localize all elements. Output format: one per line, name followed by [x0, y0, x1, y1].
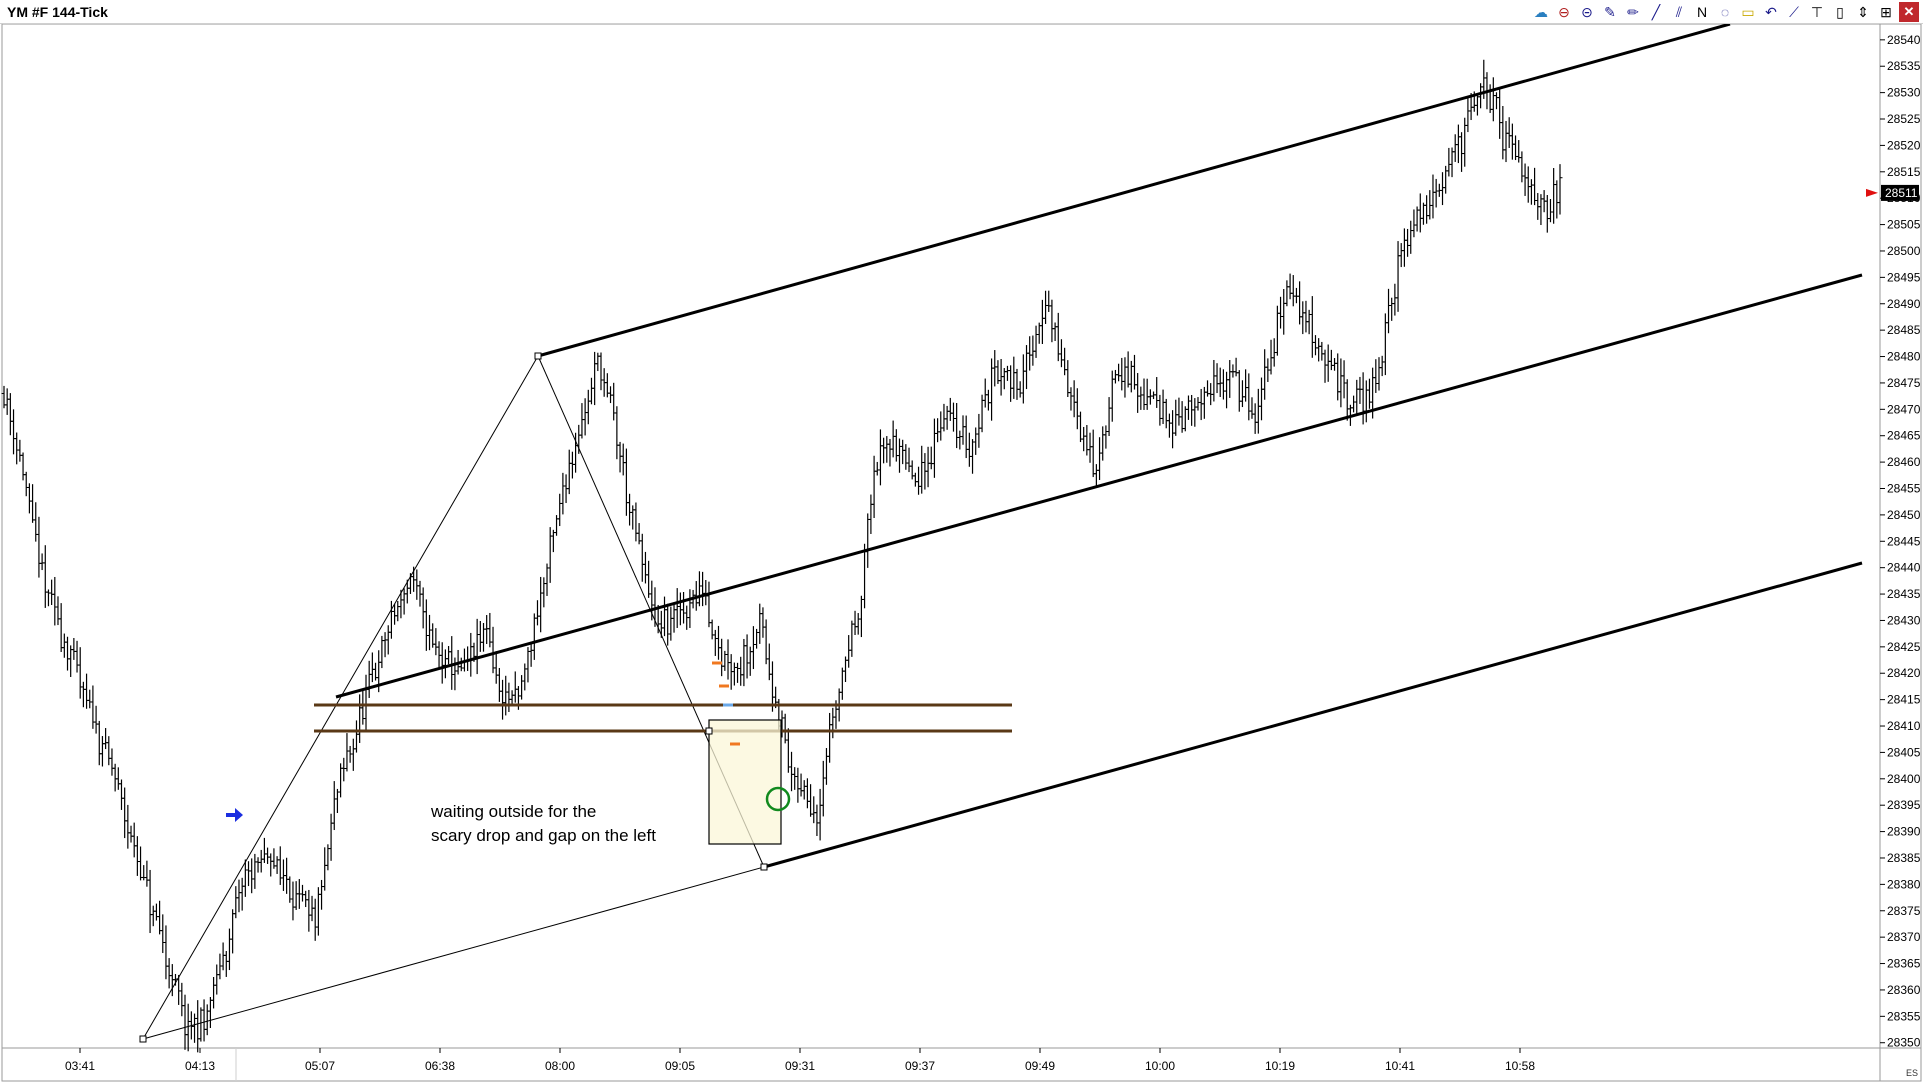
zigzag-base-line[interactable] [142, 866, 765, 1040]
time-tick-label: 06:38 [425, 1059, 455, 1073]
price-chart[interactable]: 28350 28355 28360 28365 28370 28375 28380 28385… [0, 24, 1923, 1083]
indicators-icon[interactable]: ⊖ [1558, 4, 1570, 20]
price-tick-label: 28520 [1887, 138, 1921, 152]
time-tick-label: 05:07 [305, 1059, 335, 1073]
price-axis-labels: 28350 28355 28360 28365 28370 28375 28380 28385… [1866, 33, 1921, 1050]
time-tick-label: 10:58 [1505, 1059, 1535, 1073]
price-tick-label: 28415 [1887, 693, 1921, 707]
arc-tool-icon[interactable]: ↶ [1765, 4, 1777, 20]
price-tick-label: 28435 [1887, 587, 1921, 601]
ohlc-bars [1, 59, 1563, 1053]
chart-title: YM #F 144-Tick [7, 4, 108, 20]
annotation-line-1: waiting outside for the [430, 802, 596, 821]
chart-toolbar: ☁ ⊖ ⊝ ✎ ✏ ╱ ⫽ N ◌ ▭ ↶ ⟋ ⊤ ▯ ⇕ ⊞ ✕ [1531, 2, 1919, 22]
channel-tool-icon[interactable]: ⫽ [1675, 4, 1683, 20]
anchor-point[interactable] [139, 1035, 147, 1043]
price-tick-label: 28485 [1887, 323, 1921, 337]
price-tick-label: 28420 [1887, 666, 1921, 680]
time-tick-label: 10:41 [1385, 1059, 1415, 1073]
time-tick-label: 09:49 [1025, 1059, 1055, 1073]
price-tick-label: 28490 [1887, 297, 1921, 311]
price-tick-label: 28540 [1887, 33, 1921, 47]
strategy-icon[interactable]: ⊝ [1581, 4, 1593, 20]
price-tick-label: 28530 [1887, 86, 1921, 100]
pan-icon[interactable]: ⇕ [1857, 4, 1869, 20]
plot-area[interactable] [1, 24, 1881, 1049]
data-series-icon[interactable]: ☁ [1534, 4, 1548, 20]
last-price-label: 28511 [1885, 186, 1918, 200]
annotation-line-2: scary drop and gap on the left [431, 826, 656, 845]
rectangle-tool-icon[interactable]: ▭ [1741, 4, 1755, 20]
price-tick-label: 28470 [1887, 402, 1921, 416]
anchor-point[interactable] [760, 863, 768, 871]
price-tick-label: 28365 [1887, 957, 1921, 971]
price-tick-label: 28535 [1887, 59, 1921, 73]
pencil-icon[interactable]: ✏ [1627, 4, 1639, 20]
price-tick-label: 28500 [1887, 244, 1921, 258]
anchor-point[interactable] [534, 352, 542, 360]
time-tick-label: 03:41 [65, 1059, 95, 1073]
price-tick-label: 28505 [1887, 218, 1921, 232]
price-tick-label: 28355 [1887, 1009, 1921, 1023]
last-price-box [1881, 184, 1919, 201]
price-tick-label: 28410 [1887, 719, 1921, 733]
text-tool-icon[interactable]: N [1696, 4, 1708, 20]
time-tick-label: 09:31 [785, 1059, 815, 1073]
price-tick-label: 28375 [1887, 904, 1921, 918]
anchor-point[interactable] [705, 727, 713, 735]
time-tick-label: 09:37 [905, 1059, 935, 1073]
lock-icon[interactable]: ▯ [1836, 4, 1844, 20]
channel-middle-line[interactable] [335, 273, 1863, 699]
title-bar: YM #F 144-Tick ☁ ⊖ ⊝ ✎ ✏ ╱ ⫽ N ◌ ▭ ↶ ⟋ ⊤ ▯ ⇕ ⊞ ✕ [0, 0, 1923, 24]
price-tick-label: 28465 [1887, 429, 1921, 443]
price-tick-label: 28350 [1887, 1036, 1921, 1050]
price-tick-label: 28455 [1887, 481, 1921, 495]
price-tick-label: 28395 [1887, 798, 1921, 812]
time-tick-label: 10:00 [1145, 1059, 1175, 1073]
chart-trader-icon[interactable]: ✎ [1604, 4, 1616, 20]
price-tick-label: 28515 [1887, 165, 1921, 179]
price-tick-label: 28450 [1887, 508, 1921, 522]
zigzag-up-leg[interactable] [142, 355, 539, 1040]
price-tick-label: 28445 [1887, 534, 1921, 548]
time-tick-label: 04:13 [185, 1059, 215, 1073]
time-tick-label: 10:19 [1265, 1059, 1295, 1073]
price-tick-label: 28370 [1887, 930, 1921, 944]
price-tick-label: 28430 [1887, 613, 1921, 627]
highlight-box[interactable] [708, 719, 782, 845]
price-tick-label: 28385 [1887, 851, 1921, 865]
zigzag-tool-icon[interactable]: ⟋ [1789, 4, 1799, 20]
last-price-arrow [1866, 188, 1878, 197]
price-tick-label: 28495 [1887, 270, 1921, 284]
price-tick-label: 28360 [1887, 983, 1921, 997]
channel-upper-line[interactable] [537, 24, 1731, 358]
drawing-objects [139, 24, 1863, 1043]
signal-arrow-icon [226, 808, 243, 822]
entry-circle-marker[interactable] [765, 786, 791, 812]
ruler-tool-icon[interactable]: ⊤ [1810, 4, 1824, 20]
price-tick-label: 28400 [1887, 772, 1921, 786]
axis-corner [1879, 1047, 1922, 1082]
price-tick-label: 28480 [1887, 350, 1921, 364]
time-tick-label: 08:00 [545, 1059, 575, 1073]
time-axis-labels: 03:41 04:13 05:07 06:38 08:00 09:05 09:31 09:37… [65, 1048, 1535, 1073]
price-tick-label: 28440 [1887, 561, 1921, 575]
close-icon[interactable]: ✕ [1899, 2, 1919, 22]
ellipse-tool-icon[interactable]: ◌ [1720, 4, 1730, 20]
time-tick-label: 09:05 [665, 1059, 695, 1073]
zoom-icon[interactable]: ⊞ [1880, 4, 1892, 20]
price-tick-label: 28475 [1887, 376, 1921, 390]
instrument-marker: ES [1906, 1068, 1918, 1078]
price-tick-label: 28405 [1887, 745, 1921, 759]
time-axis[interactable] [1, 1047, 1881, 1082]
channel-lower-line[interactable] [763, 561, 1863, 869]
line-tool-icon[interactable]: ╱ [1651, 4, 1661, 20]
price-tick-label: 28380 [1887, 877, 1921, 891]
price-tick-label: 28460 [1887, 455, 1921, 469]
price-tick-label: 28390 [1887, 825, 1921, 839]
price-tick-label: 28525 [1887, 112, 1921, 126]
price-tick-label: 28425 [1887, 640, 1921, 654]
